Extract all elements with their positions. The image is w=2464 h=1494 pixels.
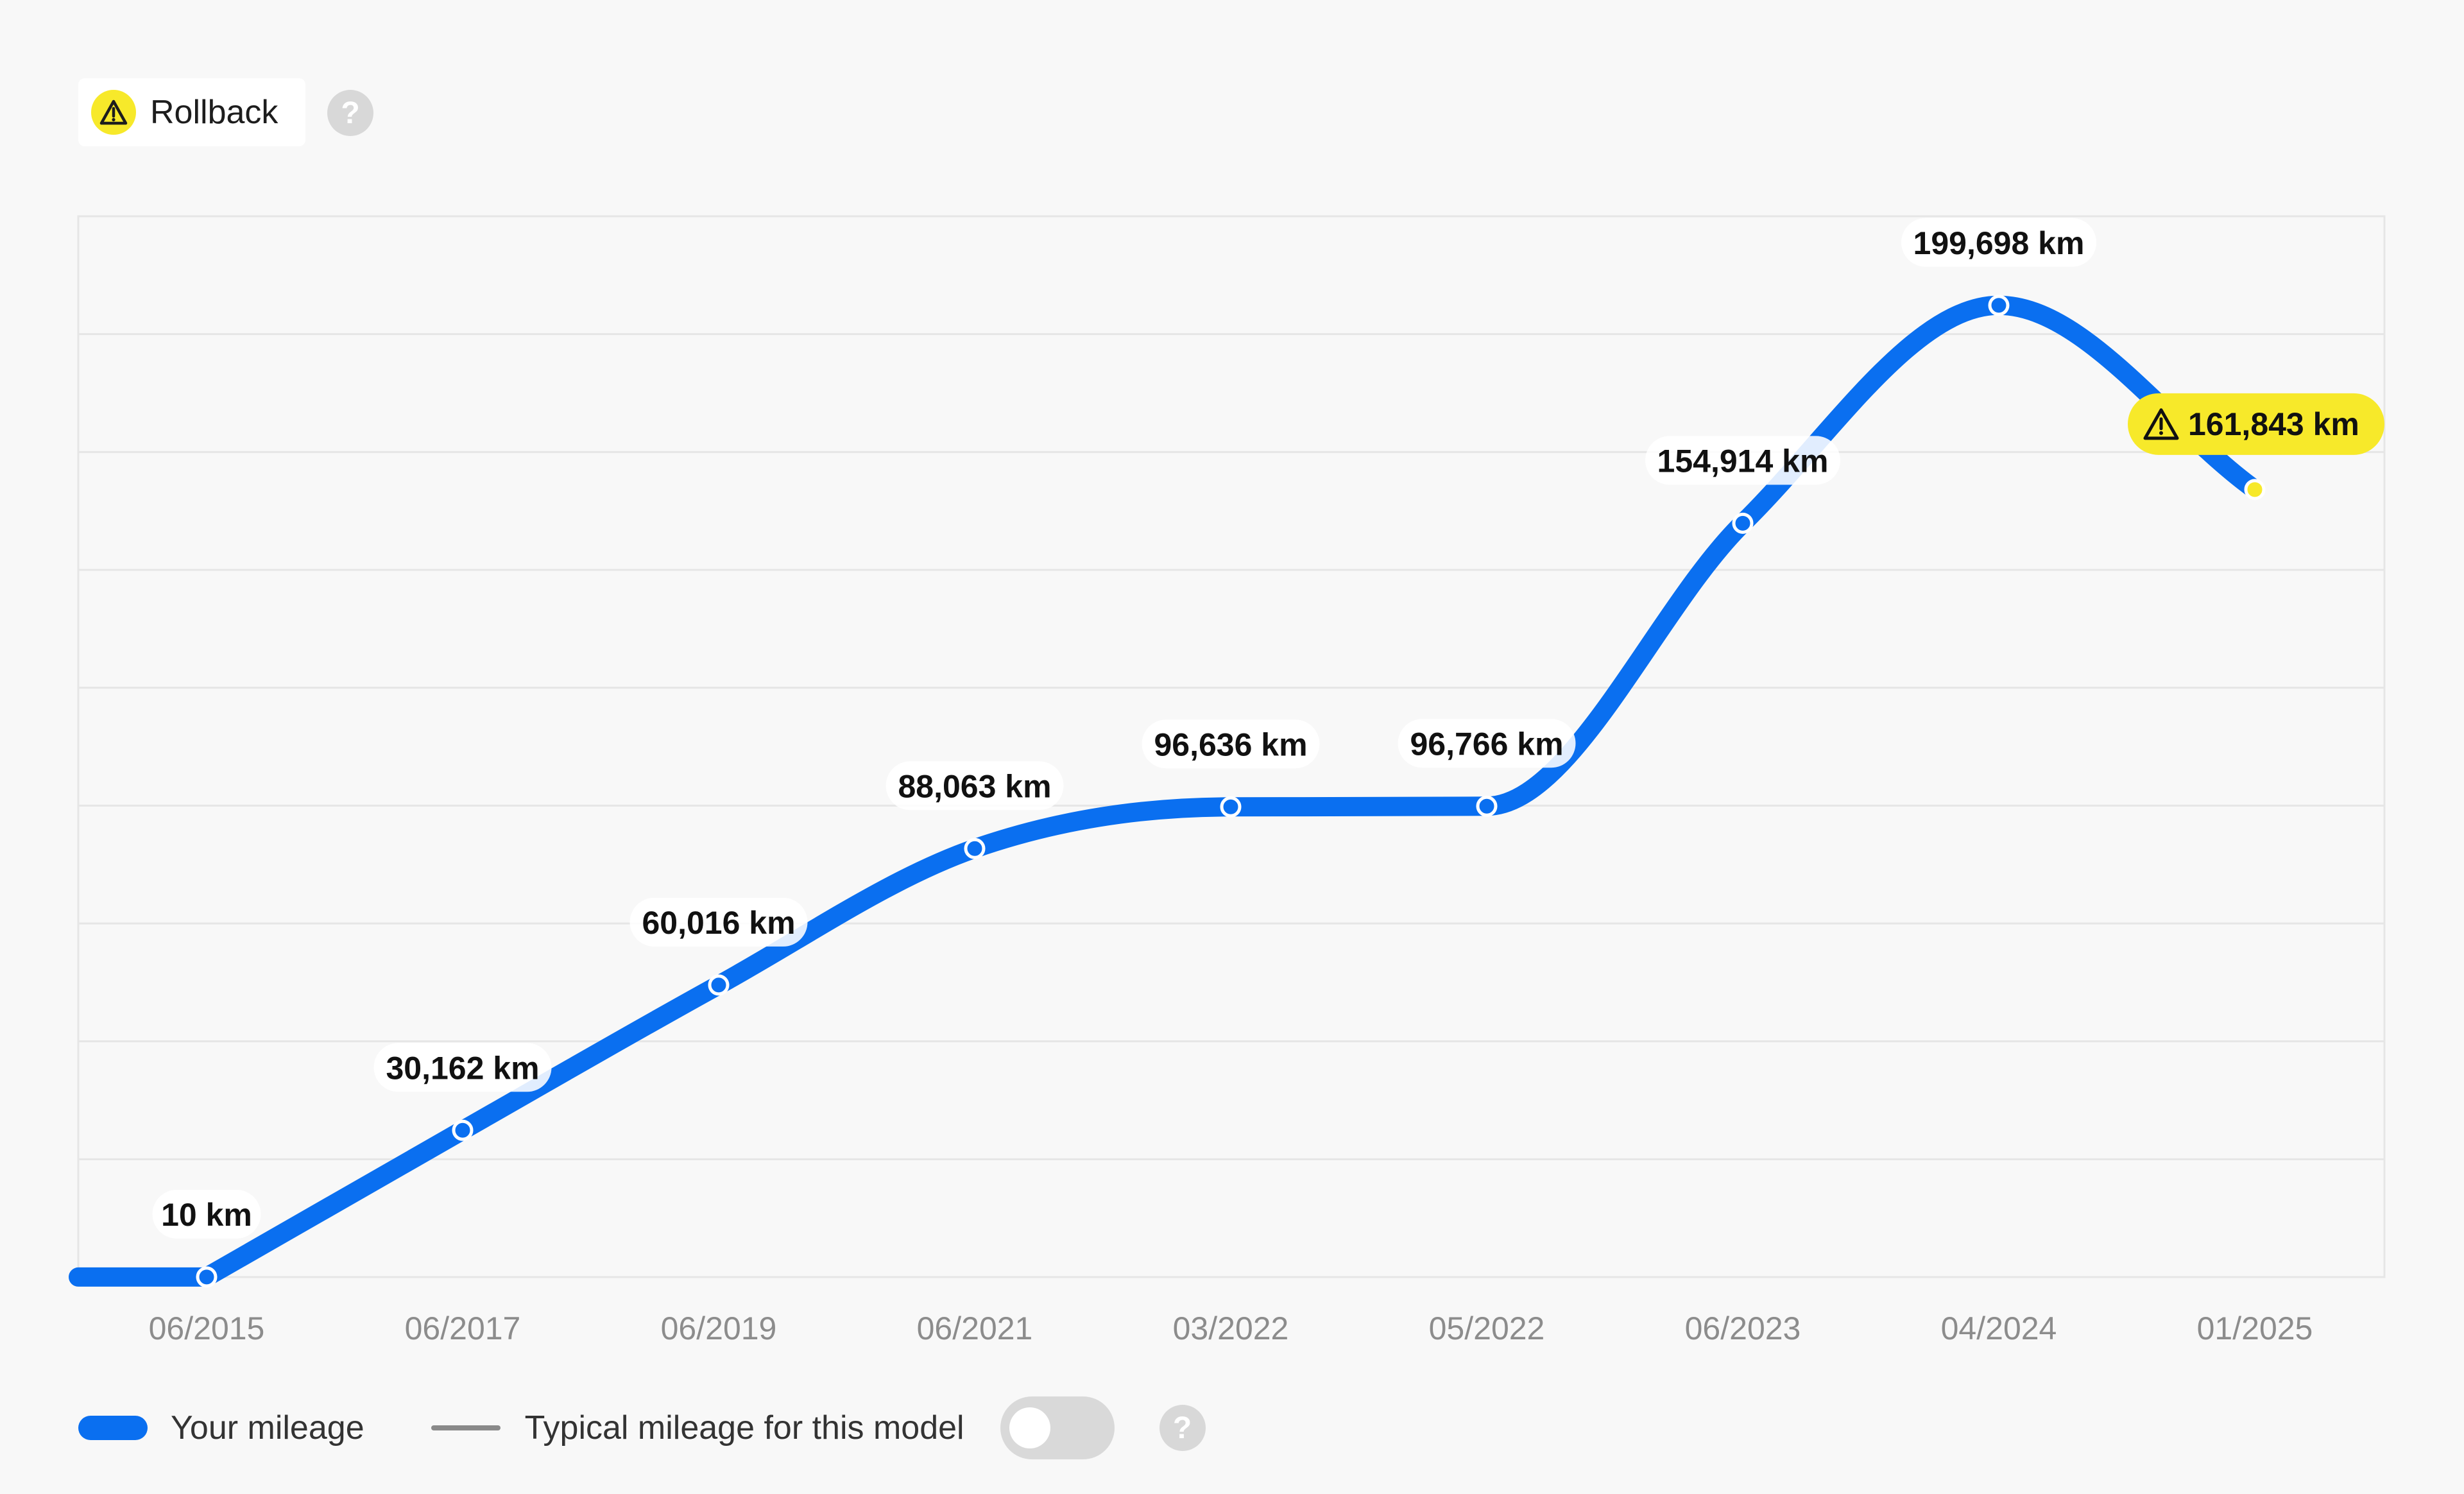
data-point[interactable] bbox=[964, 837, 986, 859]
data-label-bg bbox=[1398, 719, 1576, 768]
data-point-flagged[interactable] bbox=[2244, 479, 2266, 501]
rollback-label: Rollback bbox=[150, 94, 278, 131]
warning-triangle-icon bbox=[2143, 408, 2179, 440]
data-point[interactable] bbox=[1476, 795, 1498, 817]
data-point[interactable] bbox=[196, 1266, 218, 1288]
x-axis-ticks: 06/2015 06/2017 06/2019 06/2021 03/2022 05/20… bbox=[149, 1310, 2313, 1346]
data-label-text: 60,016 km bbox=[642, 905, 795, 941]
data-label-bg bbox=[1901, 218, 2096, 267]
warning-triangle-icon bbox=[91, 90, 136, 135]
data-label-bg bbox=[1645, 436, 1840, 485]
data-point[interactable] bbox=[708, 974, 730, 996]
flagged-data-label: 161,843 km bbox=[2128, 393, 2384, 455]
data-label: 10 km bbox=[152, 1189, 261, 1239]
x-tick-label: 06/2015 bbox=[149, 1310, 265, 1346]
data-label-bg bbox=[373, 1043, 552, 1092]
data-label-bg bbox=[886, 761, 1064, 811]
your-mileage-swatch bbox=[78, 1416, 148, 1440]
legend-help-icon[interactable]: ? bbox=[1159, 1405, 1206, 1451]
data-point[interactable] bbox=[1220, 796, 1242, 818]
x-tick-label: 06/2021 bbox=[917, 1310, 1033, 1346]
data-label-text: 96,636 km bbox=[1154, 726, 1307, 762]
x-tick-label: 06/2023 bbox=[1685, 1310, 1801, 1346]
data-label-text: 88,063 km bbox=[898, 768, 1051, 804]
data-label: 96,636 km bbox=[1142, 719, 1320, 769]
x-tick-label: 05/2022 bbox=[1429, 1310, 1545, 1346]
rollback-badge: Rollback bbox=[78, 78, 305, 146]
your-mileage-label: Your mileage bbox=[171, 1409, 364, 1447]
data-label-bg bbox=[629, 897, 808, 947]
data-labels: 10 km 30,162 km 60,016 km 88,063 km 96,636 k… bbox=[152, 218, 2384, 1239]
data-label-bg bbox=[152, 1189, 261, 1239]
flagged-label-text: 161,843 km bbox=[2188, 406, 2359, 442]
data-label: 96,766 km bbox=[1398, 719, 1576, 768]
data-label: 199,698 km bbox=[1901, 218, 2096, 267]
data-point[interactable] bbox=[1732, 512, 1754, 534]
data-label: 30,162 km bbox=[373, 1043, 552, 1092]
data-label-text: 30,162 km bbox=[386, 1050, 539, 1086]
data-points bbox=[196, 295, 2266, 1288]
typical-mileage-label: Typical mileage for this model bbox=[524, 1409, 964, 1447]
x-tick-label: 03/2022 bbox=[1173, 1310, 1289, 1346]
data-point[interactable] bbox=[1988, 295, 2010, 316]
typical-mileage-toggle[interactable] bbox=[1000, 1396, 1115, 1459]
data-label: 154,914 km bbox=[1645, 436, 1840, 485]
data-label-text: 154,914 km bbox=[1657, 443, 1829, 479]
data-label-text: 10 km bbox=[161, 1197, 252, 1233]
data-label: 60,016 km bbox=[629, 897, 808, 947]
x-tick-label: 06/2019 bbox=[661, 1310, 777, 1346]
rollback-help-icon[interactable]: ? bbox=[327, 90, 373, 136]
data-point[interactable] bbox=[452, 1119, 474, 1141]
data-label-bg bbox=[1142, 719, 1320, 769]
x-tick-label: 01/2025 bbox=[2197, 1310, 2313, 1346]
flagged-label-bg bbox=[2128, 393, 2384, 455]
typical-mileage-swatch bbox=[431, 1425, 501, 1430]
data-label: 88,063 km bbox=[886, 761, 1064, 811]
mileage-chart: 10 km 30,162 km 60,016 km 88,063 km 96,636 k… bbox=[69, 215, 2386, 1346]
chart-legend: Your mileage Typical mileage for this mo… bbox=[78, 1396, 1206, 1460]
toggle-knob bbox=[1009, 1407, 1050, 1448]
data-label-text: 96,766 km bbox=[1410, 726, 1563, 762]
x-tick-label: 06/2017 bbox=[405, 1310, 521, 1346]
x-tick-label: 04/2024 bbox=[1941, 1310, 2057, 1346]
data-label-text: 199,698 km bbox=[1913, 225, 2085, 261]
